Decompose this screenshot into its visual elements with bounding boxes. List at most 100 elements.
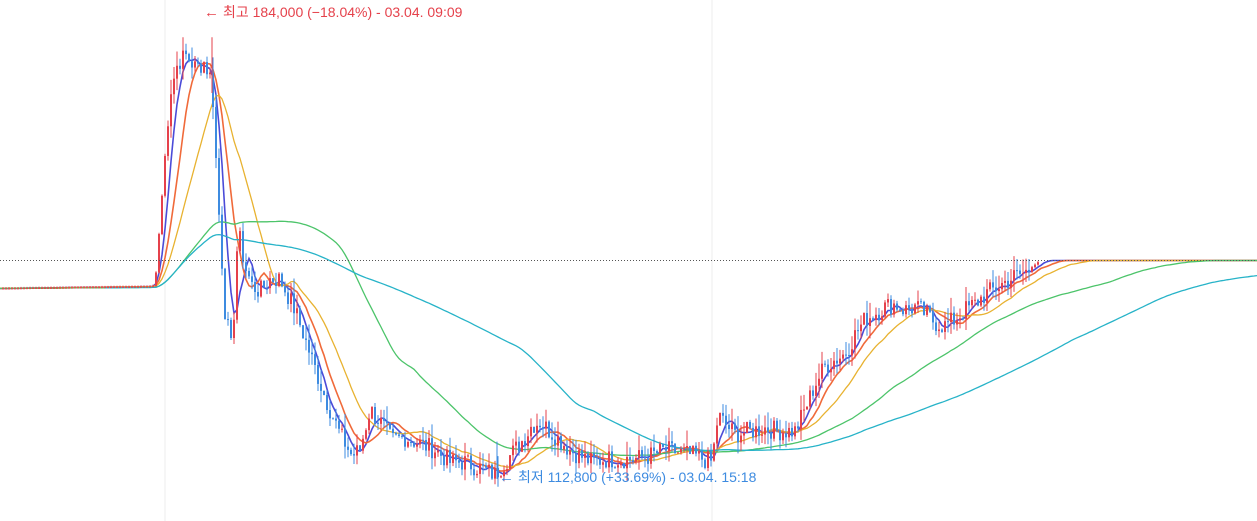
candle-body bbox=[692, 445, 694, 454]
candle-body bbox=[1010, 280, 1012, 288]
candle-body bbox=[932, 311, 934, 323]
candle bbox=[803, 394, 805, 422]
candle-body bbox=[482, 464, 484, 466]
candle-body bbox=[950, 312, 952, 323]
candle-body bbox=[674, 443, 676, 454]
candle bbox=[104, 285, 106, 289]
candle bbox=[329, 400, 331, 426]
candle-body bbox=[611, 451, 613, 468]
candle-body bbox=[77, 287, 79, 289]
candle-body bbox=[728, 424, 730, 430]
candle bbox=[278, 272, 280, 288]
candle bbox=[74, 286, 76, 289]
candle-body bbox=[206, 62, 208, 75]
candle-body bbox=[128, 286, 130, 288]
candle-body bbox=[344, 428, 346, 447]
candle bbox=[365, 428, 367, 441]
candle bbox=[1034, 263, 1036, 269]
candle bbox=[878, 307, 880, 326]
candle bbox=[38, 286, 40, 289]
candle bbox=[965, 287, 967, 331]
candle-body bbox=[788, 427, 790, 438]
candle bbox=[1013, 256, 1015, 292]
candle bbox=[746, 421, 748, 434]
candle bbox=[293, 278, 295, 326]
candle bbox=[458, 453, 460, 469]
candle-body bbox=[131, 286, 133, 288]
candle bbox=[320, 369, 322, 403]
candle bbox=[977, 298, 979, 307]
candle-body bbox=[464, 456, 466, 470]
candle bbox=[671, 431, 673, 452]
candle bbox=[410, 436, 412, 447]
candle-body bbox=[941, 329, 943, 332]
candle bbox=[683, 443, 685, 453]
candle bbox=[71, 286, 73, 289]
candle bbox=[152, 284, 154, 288]
candle-body bbox=[848, 355, 850, 357]
candle bbox=[650, 441, 652, 469]
candle-body bbox=[458, 460, 460, 463]
candle bbox=[896, 300, 898, 312]
candle-body bbox=[8, 288, 10, 290]
candle bbox=[698, 442, 700, 461]
candle-body bbox=[137, 286, 139, 288]
candle-body bbox=[479, 464, 481, 474]
candle bbox=[485, 462, 487, 471]
candle bbox=[176, 51, 178, 91]
ma20-line bbox=[0, 94, 1257, 468]
candle-body bbox=[566, 446, 568, 455]
candle bbox=[491, 463, 493, 480]
candle bbox=[731, 408, 733, 441]
candle-body bbox=[275, 282, 277, 286]
candle bbox=[644, 445, 646, 468]
candle-body bbox=[1004, 280, 1006, 283]
candle-body bbox=[494, 467, 496, 479]
candle-body bbox=[251, 276, 253, 282]
candle bbox=[416, 437, 418, 452]
candle bbox=[17, 286, 19, 290]
candle bbox=[974, 292, 976, 307]
candle bbox=[695, 442, 697, 457]
candle-body bbox=[686, 445, 688, 448]
candle bbox=[1007, 271, 1009, 295]
candle-body bbox=[1025, 269, 1027, 273]
candle bbox=[593, 444, 595, 465]
candle-body bbox=[734, 423, 736, 430]
candle bbox=[230, 317, 232, 340]
candle bbox=[50, 286, 52, 289]
candle bbox=[359, 445, 361, 451]
candle bbox=[125, 285, 127, 288]
candle bbox=[203, 61, 205, 74]
candle-body bbox=[650, 447, 652, 464]
candle bbox=[1010, 269, 1012, 298]
candle bbox=[56, 286, 58, 289]
candle-body bbox=[158, 234, 160, 273]
candle bbox=[314, 342, 316, 375]
candle-body bbox=[239, 231, 241, 252]
candle bbox=[290, 282, 292, 313]
candle-body bbox=[677, 452, 679, 454]
candle-body bbox=[758, 426, 760, 436]
candle-body bbox=[1031, 267, 1033, 272]
candle bbox=[779, 419, 781, 449]
candle-body bbox=[107, 287, 109, 289]
candle-body bbox=[56, 287, 58, 289]
candle-body bbox=[389, 423, 391, 429]
candle bbox=[890, 295, 892, 318]
candle bbox=[281, 272, 283, 288]
candle-body bbox=[353, 454, 355, 456]
candle bbox=[368, 413, 370, 435]
candle bbox=[407, 440, 409, 449]
candle bbox=[578, 443, 580, 469]
candle bbox=[119, 285, 121, 288]
candle-body bbox=[101, 287, 103, 289]
candle bbox=[332, 417, 334, 420]
candle-body bbox=[434, 452, 436, 459]
candle-body bbox=[413, 442, 415, 447]
candle-body bbox=[911, 309, 913, 314]
candle bbox=[140, 285, 142, 288]
candle bbox=[875, 307, 877, 326]
candle bbox=[863, 312, 865, 326]
